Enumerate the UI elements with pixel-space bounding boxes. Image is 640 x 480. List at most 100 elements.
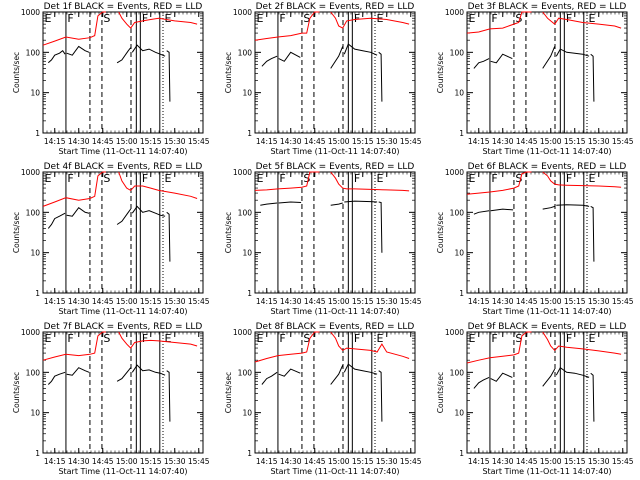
series-events-line — [473, 210, 490, 215]
y-tick-label: 1 — [35, 129, 40, 138]
marker-label: F — [491, 172, 497, 185]
x-tick-label: 15:15 — [352, 457, 374, 466]
series-events-line — [47, 49, 66, 64]
marker-label: E — [165, 332, 172, 345]
chart-panel-8: Det 8f BLACK = Events, RED = LLD 1 10 100 10… — [224, 322, 422, 476]
series-events-line — [131, 44, 166, 57]
x-tick-label: 14:30 — [492, 137, 514, 146]
x-tick-label: 15:45 — [188, 457, 210, 466]
x-tick-label: 15:00 — [540, 137, 562, 146]
chart-title: Det 7f BLACK = Events, RED = LLD — [44, 322, 203, 332]
x-tick-label: 14:15 — [44, 457, 66, 466]
x-tick-label: 15:45 — [400, 457, 422, 466]
series-events-line — [556, 204, 590, 207]
y-tick-label: 100 — [26, 368, 41, 377]
series-events-line — [131, 205, 166, 217]
marker-label: S — [303, 332, 310, 345]
plot-frame — [42, 331, 204, 454]
y-tick-label: 10 — [454, 409, 464, 418]
series-lld-line — [42, 331, 106, 361]
y-tick-label: 10 — [30, 409, 40, 418]
x-tick-label: 14:15 — [256, 297, 278, 306]
marker-label: S — [103, 12, 110, 25]
y-tick-label: 1000 — [233, 328, 252, 337]
x-tick-label: 15:00 — [116, 137, 138, 146]
series-events-line — [343, 43, 378, 56]
x-axis-label: Start Time (11-Oct-11 14:07:40) — [58, 307, 187, 316]
marker-label: S — [515, 332, 522, 345]
chart-panel-3: Det 3f BLACK = Events, RED = LLD 1 10 100 10… — [436, 2, 634, 156]
chart-title: Det 8f BLACK = Events, RED = LLD — [256, 322, 415, 332]
x-tick-label: 14:30 — [280, 297, 302, 306]
y-axis-label: Counts/sec — [436, 372, 445, 413]
series-lld-line — [330, 11, 410, 29]
y-axis-label: Counts/sec — [12, 372, 21, 413]
x-tick-label: 14:45 — [516, 457, 538, 466]
x-axis-label: Start Time (11-Oct-11 14:07:40) — [270, 307, 399, 316]
series-events-line — [278, 201, 302, 204]
x-tick-label: 15:15 — [140, 457, 162, 466]
y-axis-label: Counts/sec — [12, 52, 21, 93]
x-tick-label: 15:15 — [352, 297, 374, 306]
chart-panel-5: Det 5f BLACK = Events, RED = LLD 1 10 100 10… — [224, 162, 422, 316]
x-tick-label: 14:30 — [280, 457, 302, 466]
chart-panel-6: Det 6f BLACK = Events, RED = LLD 1 10 100 10… — [436, 162, 634, 316]
series-events-line — [47, 212, 66, 229]
x-tick-label: 15:30 — [376, 457, 398, 466]
y-tick-label: 1 — [247, 129, 252, 138]
marker-label: E — [589, 332, 596, 345]
y-tick-label: 1 — [35, 289, 40, 298]
chart-title: Det 1f BLACK = Events, RED = LLD — [44, 2, 203, 12]
series-events-line — [590, 53, 595, 102]
y-axis-label: Counts/sec — [224, 52, 233, 93]
x-tick-label: 15:00 — [328, 457, 350, 466]
plot-frame — [254, 331, 416, 454]
series-events-line — [542, 205, 555, 210]
series-events-line — [343, 363, 378, 375]
y-tick-label: 10 — [242, 89, 252, 98]
y-tick-label: 10 — [454, 89, 464, 98]
x-axis-label: Start Time (11-Oct-11 14:07:40) — [482, 307, 611, 316]
x-tick-label: 14:15 — [44, 137, 66, 146]
y-tick-label: 10 — [30, 249, 40, 258]
y-axis-label: Counts/sec — [436, 52, 445, 93]
series-events-line — [344, 200, 378, 203]
series-events-line — [330, 46, 344, 69]
chart-title: Det 2f BLACK = Events, RED = LLD — [256, 2, 415, 12]
x-tick-label: 14:45 — [92, 457, 114, 466]
y-axis-label: Counts/sec — [436, 212, 445, 253]
x-tick-label: 14:15 — [468, 137, 490, 146]
x-tick-label: 15:45 — [612, 297, 634, 306]
x-tick-label: 14:15 — [468, 457, 490, 466]
marker-label: E — [45, 332, 52, 345]
y-tick-label: 1 — [459, 289, 464, 298]
x-tick-label: 14:30 — [280, 137, 302, 146]
y-tick-label: 1 — [35, 449, 40, 458]
y-tick-label: 1000 — [21, 8, 40, 17]
marker-label: S — [103, 332, 110, 345]
plot-frame — [254, 11, 416, 134]
x-tick-label: 14:45 — [304, 297, 326, 306]
marker-label: F — [354, 12, 360, 25]
x-tick-label: 15:45 — [400, 137, 422, 146]
y-tick-label: 1000 — [233, 8, 252, 17]
series-events-line — [473, 58, 490, 69]
series-events-line — [66, 367, 90, 376]
marker-label: E — [469, 172, 476, 185]
x-tick-label: 15:30 — [376, 137, 398, 146]
x-tick-label: 15:30 — [164, 137, 186, 146]
series-events-line — [378, 51, 383, 102]
marker-label: F — [67, 172, 73, 185]
marker-label: F — [354, 332, 360, 345]
x-tick-label: 14:45 — [92, 297, 114, 306]
marker-label: F — [491, 12, 497, 25]
series-events-line — [542, 46, 556, 69]
x-tick-label: 15:45 — [188, 137, 210, 146]
x-tick-label: 15:45 — [188, 297, 210, 306]
series-events-line — [330, 202, 343, 206]
marker-label: E — [469, 332, 476, 345]
series-lld-line — [254, 11, 320, 41]
y-tick-label: 1000 — [21, 328, 40, 337]
marker-label: F — [491, 332, 497, 345]
series-events-line — [116, 208, 132, 225]
